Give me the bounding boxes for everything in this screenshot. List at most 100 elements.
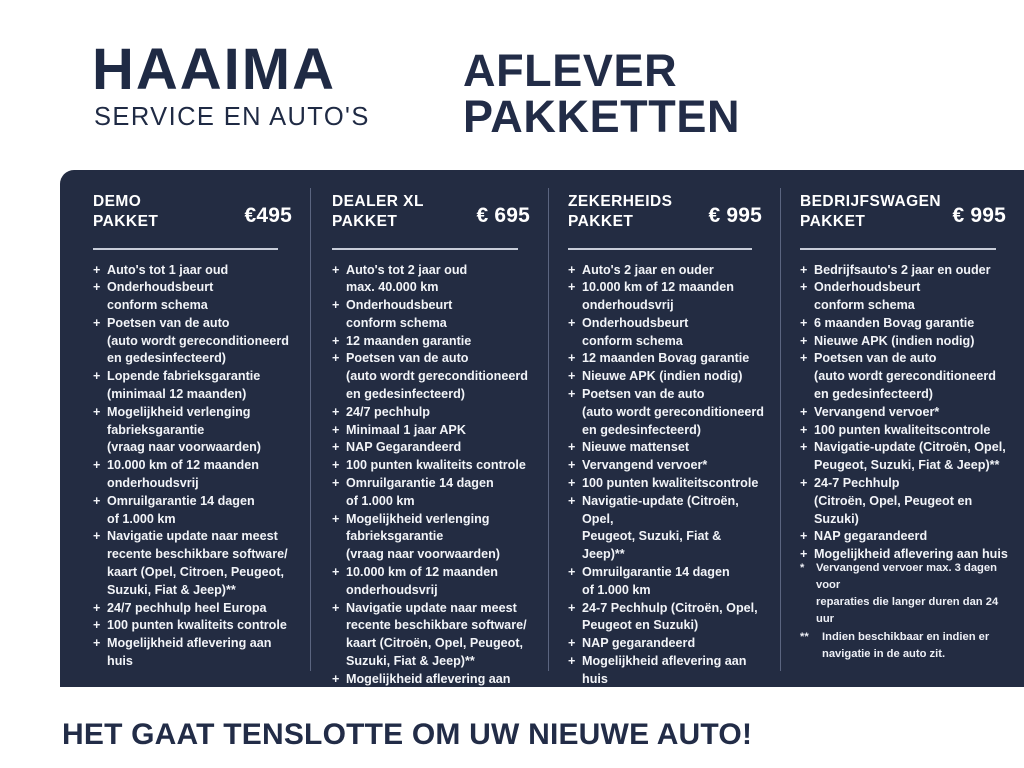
feature-text: Poetsen van de auto (auto wordt gerecond…	[107, 315, 289, 366]
feature-item: +100 punten kwaliteits controle	[332, 457, 532, 475]
feature-item: + Mogelijkheid aflevering aan huis	[800, 546, 1008, 564]
package-price: € 995	[952, 204, 1006, 227]
feature-item: +100 punten kwaliteitscontrole	[568, 475, 764, 493]
page-title: AFLEVER PAKKETTEN	[463, 48, 740, 140]
feature-item: + Navigatie update naar meest recente bes…	[93, 528, 294, 599]
plus-icon: +	[800, 476, 808, 491]
feature-item: + Poetsen van de auto (auto wordt gerecon…	[93, 315, 294, 368]
feature-item: +12 maanden garantie	[332, 333, 532, 351]
feature-text: Navigatie-update (Citroën, Opel, Peugeot…	[582, 493, 739, 562]
package-title: BEDRIJFSWAGEN PAKKET	[800, 193, 942, 231]
feature-item: + Vervangend vervoer*	[800, 404, 1008, 422]
header-divider	[93, 248, 278, 250]
plus-icon: +	[800, 440, 808, 455]
plus-icon: +	[93, 458, 101, 473]
feature-text: Bedrijfsauto's 2 jaar en ouder	[814, 262, 991, 277]
plus-icon: +	[332, 458, 340, 473]
feature-text: 12 maanden garantie	[346, 333, 472, 348]
feature-text: Mogelijkheid aflevering aan huis	[814, 547, 1008, 562]
feature-item: + Navigatie-update (Citroën, Opel, Peugeo…	[800, 439, 1008, 475]
feature-text: Mogelijkheid aflevering aan huis	[107, 636, 272, 669]
feature-text: Minimaal 1 jaar APK	[346, 422, 466, 437]
feature-item: + Mogelijkheid aflevering aan huis	[332, 671, 532, 687]
plus-icon: +	[568, 476, 576, 491]
feature-item: + Navigatie-update (Citroën, Opel, Peugeo…	[568, 493, 764, 564]
feature-item: +6 maanden Bovag garantie	[800, 315, 1008, 333]
plus-icon: +	[800, 262, 808, 277]
feature-item: + Auto's tot 1 jaar oud	[93, 262, 294, 280]
package-price: € 995	[708, 204, 762, 227]
plus-icon: +	[332, 333, 340, 348]
feature-text: Lopende fabrieksgarantie (minimaal 12 ma…	[107, 369, 261, 402]
plus-icon: +	[568, 315, 576, 330]
feature-item: +10.000 km of 12 maanden onderhoudsvrij	[568, 279, 764, 315]
package-column-zekerheids: ZEKERHEIDS PAKKET € 995 + Auto's 2 jaar e…	[548, 170, 780, 687]
feature-text: Mogelijkheid aflevering aan huis	[346, 671, 511, 686]
plus-icon: +	[568, 280, 576, 295]
plus-icon: +	[332, 511, 340, 526]
feature-list: + Auto's 2 jaar en ouder +10.000 km of 12 …	[568, 262, 764, 688]
feature-text: Navigatie update naar meest recente besc…	[346, 600, 527, 669]
feature-text: 6 maanden Bovag garantie	[814, 315, 975, 330]
package-column-dealer-xl: DEALER XL PAKKET € 695 + Auto's tot 2 jaa…	[310, 170, 548, 687]
plus-icon: +	[568, 565, 576, 580]
feature-text: Nieuwe mattenset	[582, 440, 690, 455]
package-title: DEMO PAKKET	[93, 193, 159, 231]
feature-item: +24/7 pechhulp heel Europa	[93, 600, 294, 618]
feature-text: Navigatie-update (Citroën, Opel, Peugeot…	[814, 440, 1006, 473]
plus-icon: +	[93, 369, 101, 384]
plus-icon: +	[93, 529, 101, 544]
feature-text: Auto's tot 1 jaar oud	[107, 262, 229, 277]
feature-text: Poetsen van de auto (auto wordt gerecond…	[814, 351, 996, 402]
plus-icon: +	[93, 280, 101, 295]
plus-icon: +	[332, 671, 340, 686]
package-title: DEALER XL PAKKET	[332, 193, 424, 231]
footnotes: * Vervangend vervoer max. 3 dagen voor re…	[800, 560, 1012, 663]
feature-item: + Mogelijkheid verlenging fabrieksgaranti…	[332, 511, 532, 564]
plus-icon: +	[568, 636, 576, 651]
plus-icon: +	[568, 493, 576, 508]
footnote-item: * Vervangend vervoer max. 3 dagen voor re…	[800, 560, 1012, 628]
feature-item: + Omruilgarantie 14 dagen of 1.000 km	[93, 493, 294, 529]
plus-icon: +	[332, 262, 340, 277]
package-header: BEDRIJFSWAGEN PAKKET € 995	[800, 192, 1008, 242]
feature-item: + Onderhoudsbeurt conform schema	[568, 315, 764, 351]
feature-text: NAP Gegarandeerd	[346, 440, 462, 455]
feature-item: + Mogelijkheid aflevering aan huis	[568, 653, 764, 687]
feature-item: +100 punten kwaliteitscontrole	[800, 422, 1008, 440]
package-header: ZEKERHEIDS PAKKET € 995	[568, 192, 764, 242]
plus-icon: +	[332, 600, 340, 615]
feature-text: Mogelijkheid verlenging fabrieksgarantie…	[346, 511, 500, 562]
feature-text: Onderhoudsbeurt conform schema	[814, 280, 921, 313]
plus-icon: +	[332, 404, 340, 419]
header-divider	[568, 248, 752, 250]
feature-text: Nieuwe APK (indien nodig)	[814, 333, 975, 348]
feature-item: + Nieuwe APK (indien nodig)	[568, 368, 764, 386]
feature-text: Poetsen van de auto (auto wordt gerecond…	[346, 351, 528, 402]
feature-item: +12 maanden Bovag garantie	[568, 350, 764, 368]
feature-text: 24-7 Pechhulp (Citroën, Opel, Peugeot en…	[814, 476, 973, 526]
feature-text: 10.000 km of 12 maanden onderhoudsvrij	[107, 458, 259, 491]
feature-item: + Omruilgarantie 14 dagen of 1.000 km	[568, 564, 764, 600]
feature-text: Vervangend vervoer*	[582, 458, 708, 473]
footnote-text: Indien beschikbaar en indien er navigati…	[822, 631, 990, 660]
feature-item: + Vervangend vervoer*	[568, 457, 764, 475]
feature-text: 10.000 km of 12 maanden onderhoudsvrij	[582, 280, 734, 313]
package-price: €495	[244, 204, 292, 227]
feature-item: + Onderhoudsbeurt conform schema	[800, 279, 1008, 315]
plus-icon: +	[800, 315, 808, 330]
plus-icon: +	[332, 476, 340, 491]
feature-text: Omruilgarantie 14 dagen of 1.000 km	[582, 565, 730, 597]
feature-item: + Onderhoudsbeurt conform schema	[332, 297, 532, 333]
footnote-text: Vervangend vervoer max. 3 dagen voor rep…	[816, 562, 999, 625]
feature-item: + Auto's 2 jaar en ouder	[568, 262, 764, 280]
plus-icon: +	[332, 351, 340, 366]
feature-text: Navigatie update naar meest recente besc…	[107, 529, 288, 597]
brand-logo: HAAIMA SERVICE EN AUTO'S	[92, 40, 422, 131]
feature-item: + Lopende fabrieksgarantie (minimaal 12 m…	[93, 368, 294, 404]
feature-item: + Nieuwe APK (indien nodig)	[800, 333, 1008, 351]
feature-item: +100 punten kwaliteits controle	[93, 617, 294, 635]
feature-item: + Poetsen van de auto (auto wordt gerecon…	[800, 350, 1008, 403]
feature-item: + NAP gegarandeerd	[800, 528, 1008, 546]
